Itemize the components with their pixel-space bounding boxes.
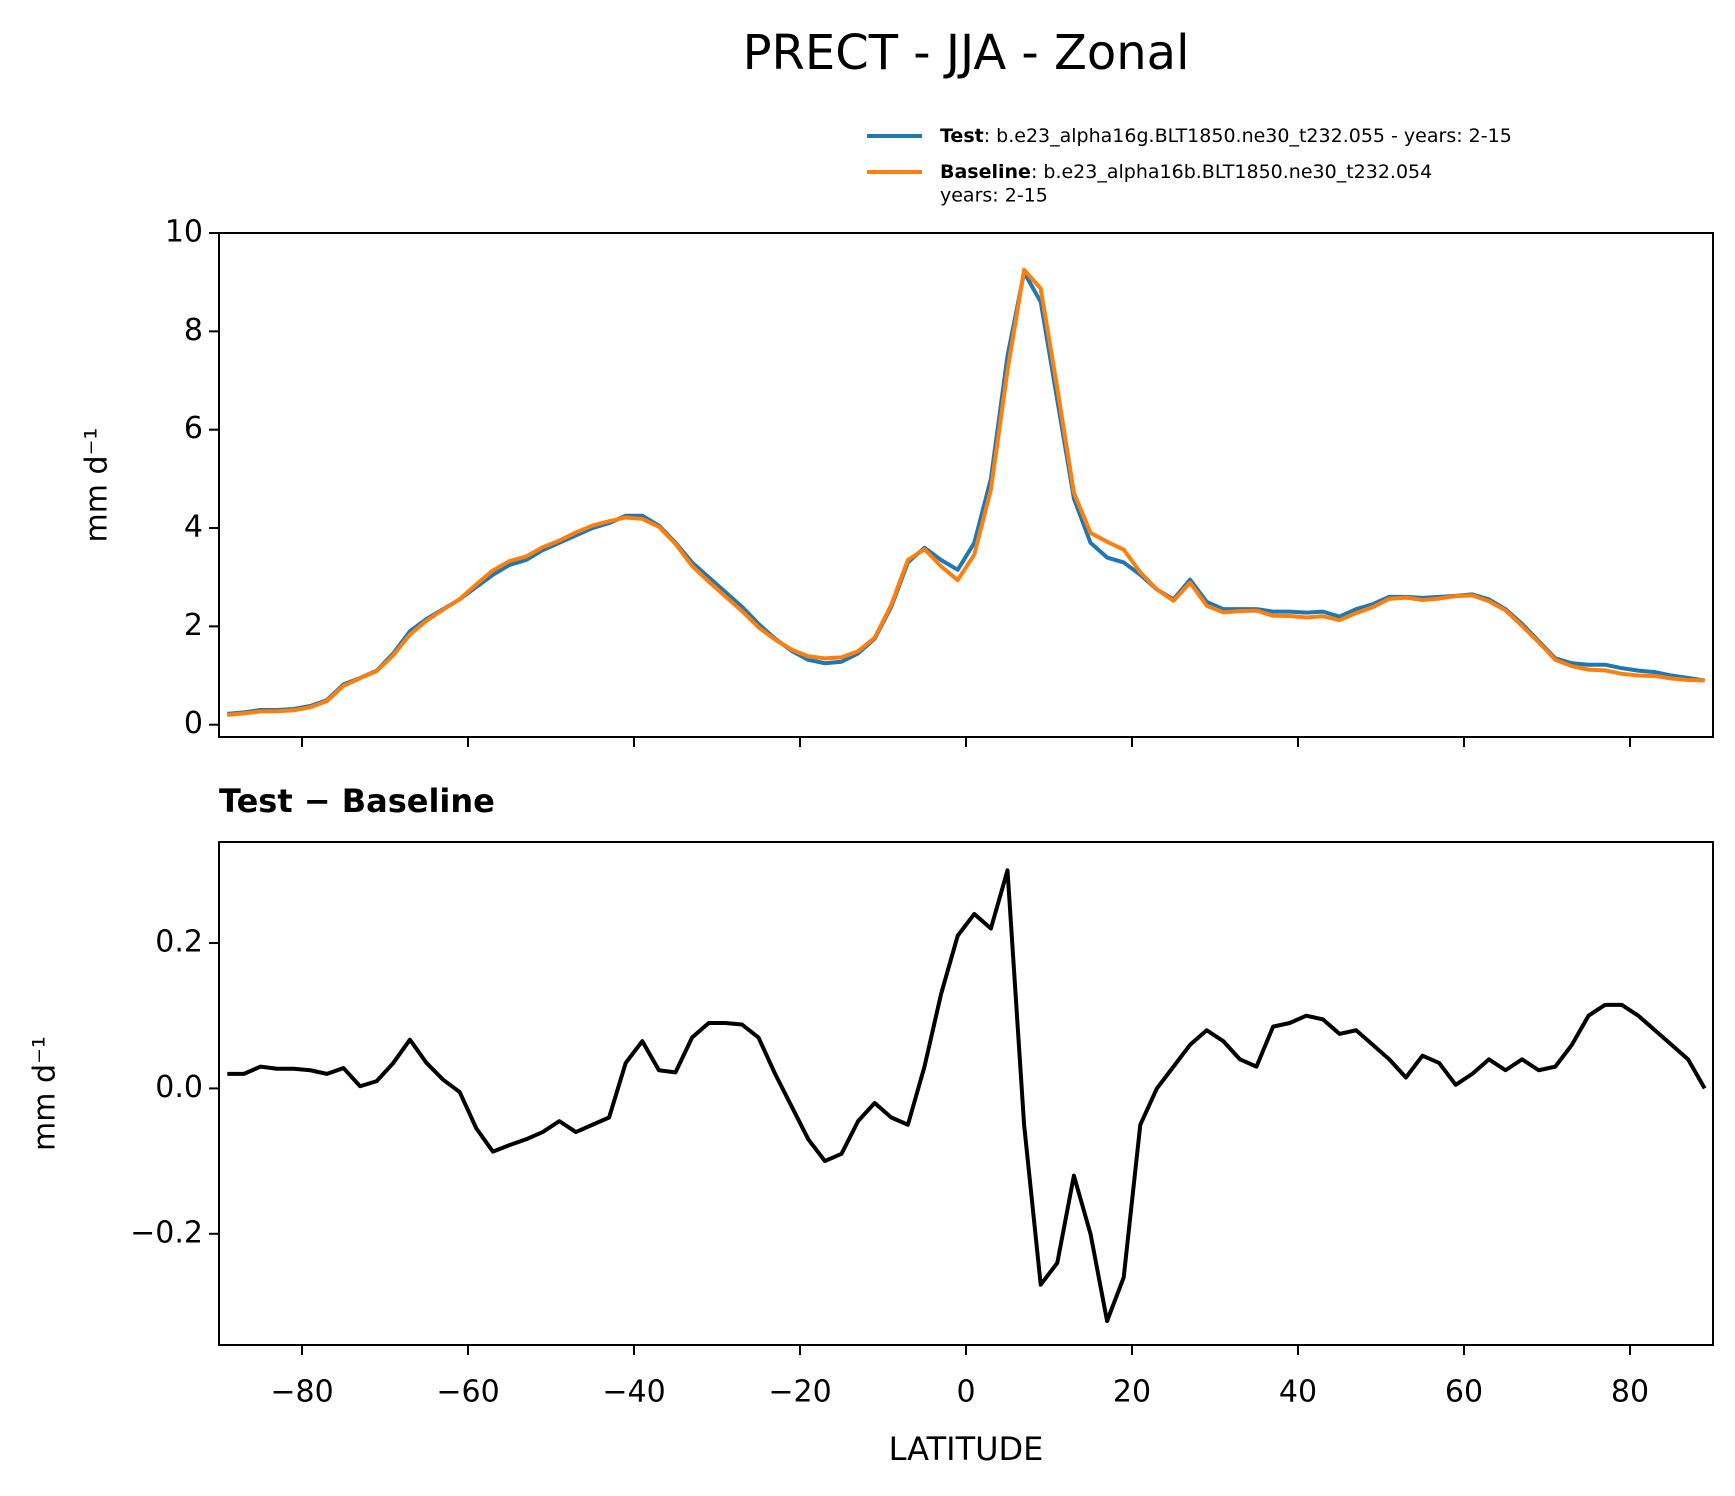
x-tick-label: 80: [1611, 1375, 1649, 1410]
x-tick-label: 0: [956, 1375, 975, 1410]
y-tick-label: 8: [184, 313, 203, 348]
legend-name: Baseline: [940, 161, 1031, 183]
y-tick-label: 4: [184, 510, 203, 545]
axes-frame: [218, 841, 1714, 1346]
x-tick-label: −20: [768, 1375, 831, 1410]
x-axis-label: LATITUDE: [889, 1430, 1044, 1468]
y-tick-label: 0.2: [155, 925, 203, 960]
x-tick-label: −60: [436, 1375, 499, 1410]
plot-area: [227, 868, 1707, 1324]
legend-text: : b.e23_alpha16b.BLT1850.ne30_t232.054: [1031, 161, 1432, 183]
y-tick-label: 6: [184, 411, 203, 446]
y-tick-label: −0.2: [130, 1215, 203, 1250]
figure-title: PRECT - JJA - Zonal: [743, 25, 1190, 81]
y-tick-label: 0.0: [155, 1070, 203, 1105]
legend-text: : b.e23_alpha16g.BLT1850.ne30_t232.055 -…: [984, 125, 1512, 147]
x-tick-label: −40: [602, 1375, 665, 1410]
x-tick-label: −80: [270, 1375, 333, 1410]
y-tick-label: 0: [184, 706, 203, 741]
subplot-title: Test − Baseline: [219, 782, 495, 820]
y-axis-label: mm d⁻¹: [28, 1036, 63, 1151]
data-line: [227, 270, 1705, 716]
legend-text: years: 2-15: [940, 185, 1048, 207]
x-tick-label: 20: [1113, 1375, 1151, 1410]
legend-entry: Baseline: b.e23_alpha16b.BLT1850.ne30_t2…: [940, 161, 1432, 183]
data-line: [227, 868, 1707, 1324]
y-tick-label: 10: [165, 215, 203, 250]
legend-entry: Test: b.e23_alpha16g.BLT1850.ne30_t232.0…: [940, 125, 1512, 147]
data-line: [227, 267, 1705, 717]
axes-frame: [218, 232, 1714, 738]
y-tick-label: 2: [184, 608, 203, 643]
y-axis-label: mm d⁻¹: [80, 428, 115, 543]
x-tick-label: 40: [1279, 1375, 1317, 1410]
x-tick-label: 60: [1445, 1375, 1483, 1410]
plot-area: [227, 267, 1705, 717]
legend-name: Test: [940, 125, 984, 147]
